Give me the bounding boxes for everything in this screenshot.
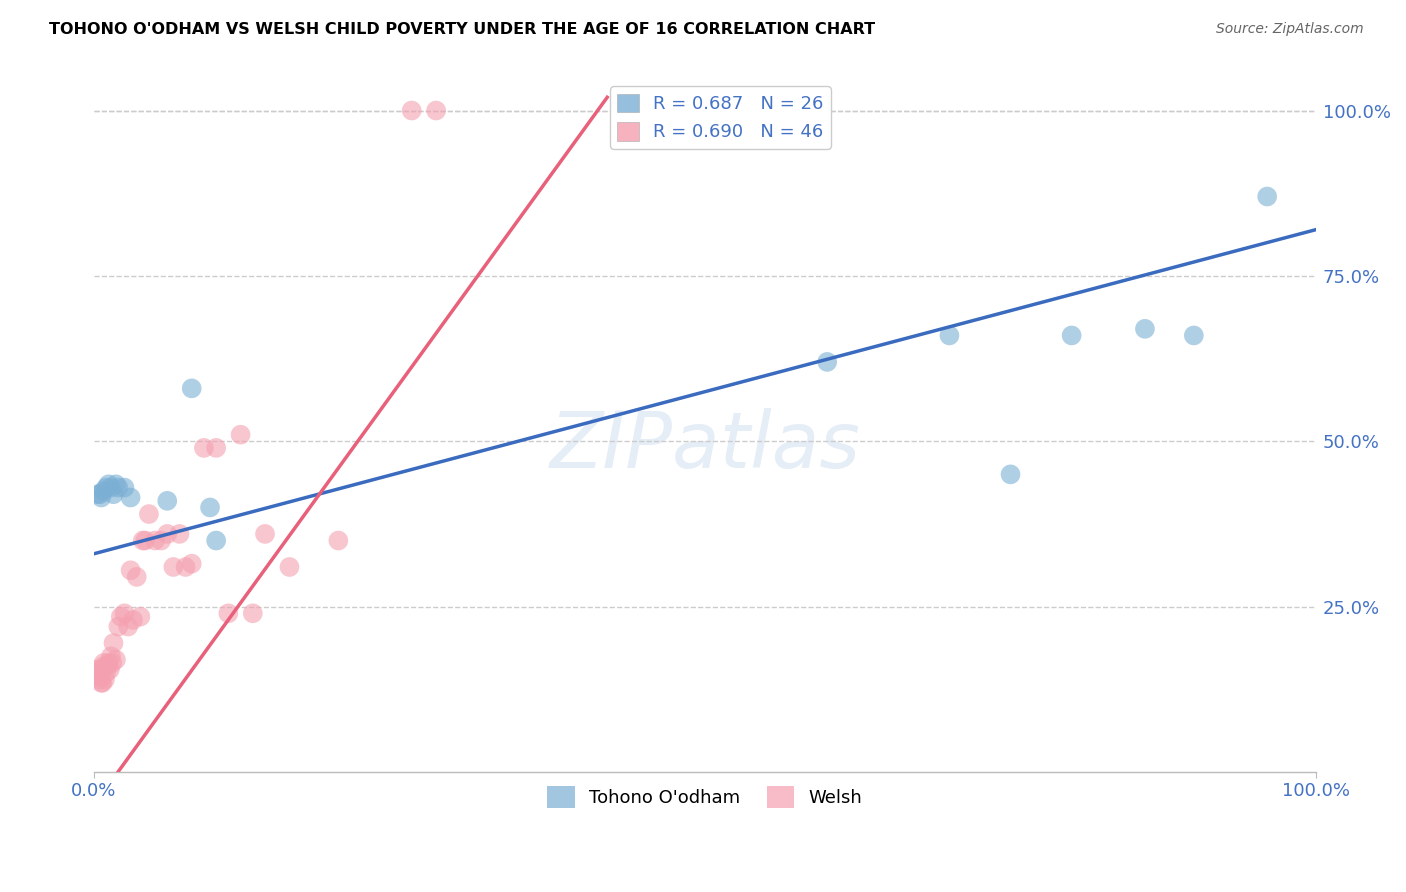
Point (107, 619, 129, 633)
Point (143, 533, 166, 548)
Point (217, 607, 239, 621)
Point (93, 659, 115, 673)
Point (94, 673, 117, 687)
Point (89, 487, 111, 501)
Point (103, 636, 125, 650)
Point (150, 533, 173, 548)
Point (1182, 328, 1205, 343)
Point (242, 607, 264, 621)
Point (1000, 467, 1022, 482)
Point (103, 487, 125, 501)
Point (94, 481, 117, 495)
Point (104, 652, 127, 666)
Point (193, 441, 215, 455)
Point (94, 665, 117, 680)
Point (169, 527, 191, 541)
Point (117, 619, 139, 633)
Text: ZIPatlas: ZIPatlas (550, 408, 860, 483)
Point (93, 483, 115, 498)
Point (100, 649, 122, 664)
Point (110, 609, 132, 624)
Point (98, 663, 121, 677)
Point (138, 507, 160, 521)
Point (96, 659, 118, 673)
Point (205, 441, 228, 455)
Text: Source: ZipAtlas.com: Source: ZipAtlas.com (1216, 22, 1364, 37)
Point (253, 527, 276, 541)
Point (129, 609, 152, 624)
Point (93, 656, 115, 670)
Point (156, 527, 179, 541)
Point (114, 481, 136, 495)
Point (120, 491, 142, 505)
Point (180, 381, 202, 395)
Point (91, 675, 114, 690)
Point (134, 533, 156, 548)
Point (122, 613, 145, 627)
Point (401, 103, 423, 118)
Point (174, 560, 197, 574)
Point (229, 427, 252, 442)
Point (1133, 322, 1156, 336)
Point (97, 477, 120, 491)
Point (180, 557, 202, 571)
Point (89, 673, 111, 687)
Point (97, 656, 120, 670)
Legend: Tohono O'odham, Welsh: Tohono O'odham, Welsh (540, 779, 870, 815)
Point (278, 560, 301, 574)
Point (938, 328, 960, 343)
Point (86, 663, 108, 677)
Text: TOHONO O'ODHAM VS WELSH CHILD POVERTY UNDER THE AGE OF 16 CORRELATION CHART: TOHONO O'ODHAM VS WELSH CHILD POVERTY UN… (49, 22, 876, 37)
Point (205, 533, 228, 548)
Point (132, 533, 155, 548)
Point (107, 481, 129, 495)
Point (90, 663, 112, 677)
Point (198, 500, 221, 515)
Point (100, 481, 122, 495)
Point (425, 103, 447, 118)
Point (328, 533, 350, 548)
Point (90, 491, 112, 505)
Point (90, 675, 112, 690)
Point (156, 493, 179, 508)
Point (86, 669, 108, 683)
Point (101, 656, 124, 670)
Point (125, 570, 148, 584)
Point (162, 560, 184, 574)
Point (86, 487, 108, 501)
Point (120, 563, 142, 577)
Point (87, 669, 110, 683)
Point (815, 355, 838, 369)
Point (114, 607, 136, 621)
Point (104, 477, 127, 491)
Point (1060, 328, 1083, 343)
Point (1256, 189, 1278, 203)
